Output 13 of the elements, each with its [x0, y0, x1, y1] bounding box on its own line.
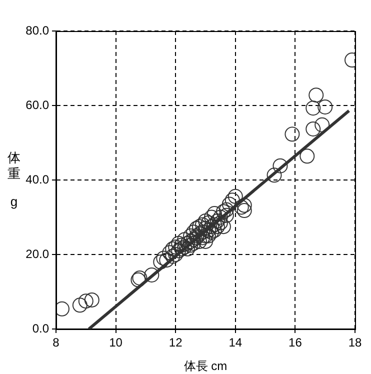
y-tick-label: 80.0	[26, 23, 50, 38]
x-tick-label: 16	[288, 336, 302, 350]
x-tick-label: 10	[109, 336, 123, 350]
y-axis-title: 体重 g	[6, 150, 22, 210]
x-tick-label: 8	[52, 336, 60, 350]
x-tick-label: 12	[168, 336, 183, 350]
y-tick-label: 20.0	[26, 246, 50, 261]
x-tick-label: 18	[348, 336, 362, 350]
y-tick-label: 40.0	[26, 172, 50, 186]
x-tick-label: 14	[228, 336, 242, 350]
y-tick-label: 60.0	[26, 98, 50, 112]
x-axis-title: 体長 cm	[184, 359, 228, 374]
y-tick-label: 0.0	[32, 321, 50, 336]
